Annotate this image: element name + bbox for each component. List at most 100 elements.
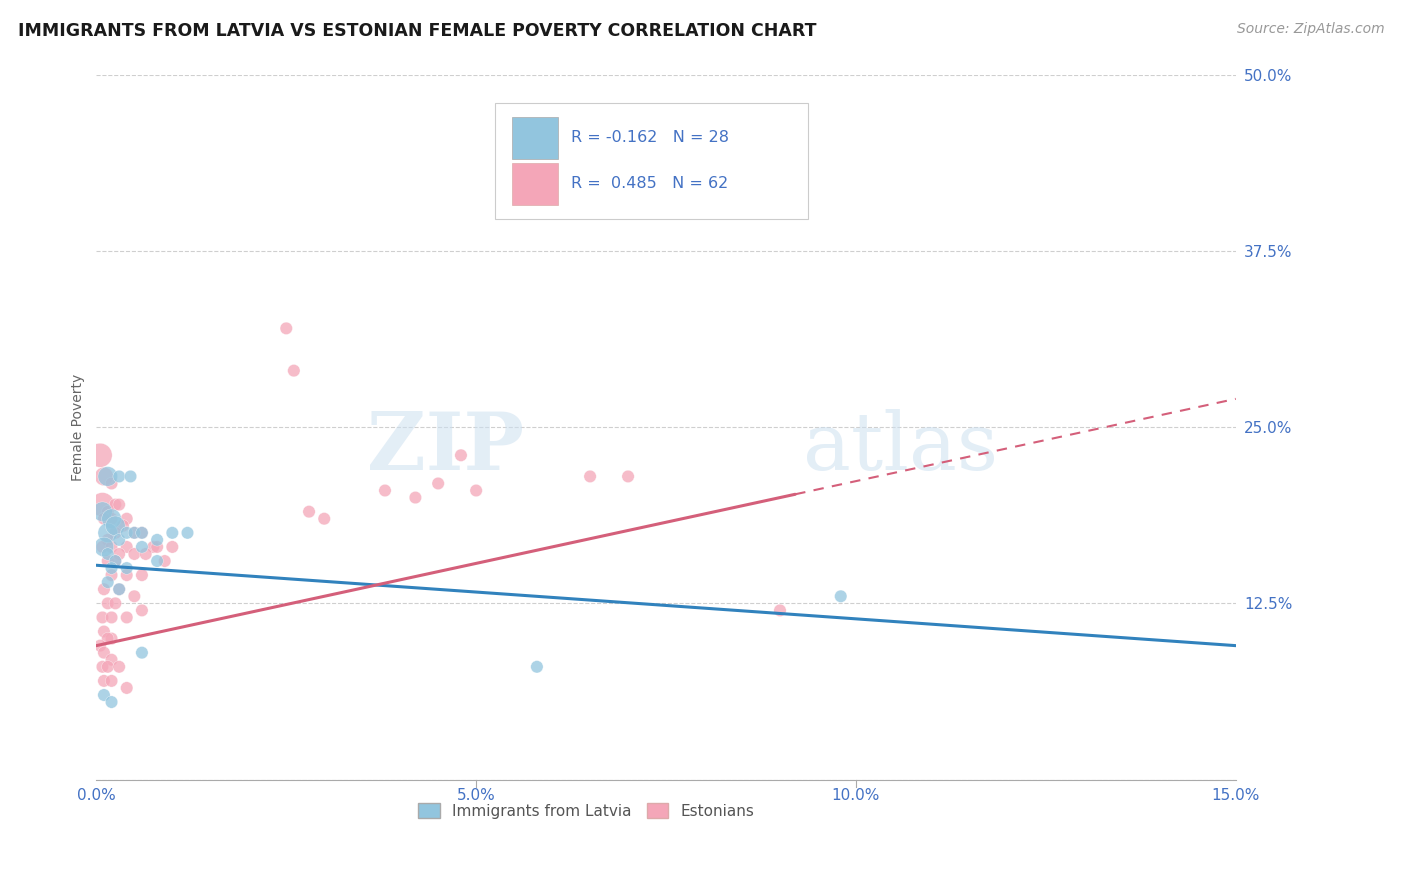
Y-axis label: Female Poverty: Female Poverty [72,374,86,481]
Point [100,540,122,554]
Point [104,525,127,540]
Point [115,525,138,540]
Point [131,603,153,617]
Point [104,554,127,568]
Point [131,525,153,540]
Point [450,448,472,462]
Point [108,660,131,674]
Point [314,512,336,526]
Point [100,476,122,491]
Point [115,540,138,554]
Point [135,547,157,561]
Point [91,540,114,554]
Point [769,603,792,617]
Point [89,639,111,653]
Point [93,540,115,554]
Point [162,525,184,540]
Point [97,533,120,547]
Point [91,505,114,519]
Point [91,498,114,512]
Point [120,469,142,483]
Point [146,540,169,554]
Point [146,554,169,568]
Point [100,632,122,646]
Point [427,476,450,491]
Point [298,505,321,519]
Point [104,596,127,610]
Point [162,540,184,554]
Point [97,547,120,561]
Point [97,525,120,540]
Point [104,498,127,512]
Point [100,512,122,526]
Point [131,646,153,660]
Point [104,554,127,568]
Point [100,673,122,688]
Point [97,632,120,646]
Point [142,540,165,554]
Point [526,660,548,674]
Point [108,533,131,547]
Point [100,610,122,624]
Point [108,469,131,483]
Point [176,525,198,540]
Point [153,554,176,568]
Point [283,364,305,378]
Point [124,525,146,540]
Point [97,596,120,610]
Point [93,582,115,597]
Point [404,491,426,505]
Point [93,469,115,483]
Point [124,547,146,561]
Point [100,653,122,667]
Point [100,568,122,582]
Point [579,469,602,483]
Point [100,512,122,526]
Point [97,575,120,590]
Text: atlas: atlas [803,409,998,487]
Point [93,673,115,688]
Point [111,518,134,533]
Point [131,525,153,540]
Point [97,505,120,519]
Point [115,568,138,582]
Point [104,518,127,533]
Legend: Immigrants from Latvia, Estonians: Immigrants from Latvia, Estonians [412,797,761,825]
Point [93,688,115,702]
Point [108,582,131,597]
Point [91,660,114,674]
Point [97,554,120,568]
Text: R =  0.485   N = 62: R = 0.485 N = 62 [571,177,728,191]
Point [93,512,115,526]
Point [91,610,114,624]
Text: ZIP: ZIP [367,409,523,487]
Point [97,660,120,674]
Bar [512,162,558,205]
Text: IMMIGRANTS FROM LATVIA VS ESTONIAN FEMALE POVERTY CORRELATION CHART: IMMIGRANTS FROM LATVIA VS ESTONIAN FEMAL… [18,22,817,40]
Point [93,624,115,639]
Point [131,568,153,582]
Text: R = -0.162   N = 28: R = -0.162 N = 28 [571,130,730,145]
Point [146,533,169,547]
Point [617,469,640,483]
Bar [512,117,558,159]
Point [374,483,396,498]
Point [276,321,298,335]
Point [100,561,122,575]
Point [93,646,115,660]
Point [89,448,111,462]
Point [131,540,153,554]
Point [115,681,138,695]
Point [115,512,138,526]
Point [108,582,131,597]
Point [100,695,122,709]
Point [108,498,131,512]
Point [97,469,120,483]
Point [115,610,138,624]
Point [115,561,138,575]
Point [124,525,146,540]
Point [465,483,488,498]
Point [124,589,146,603]
Point [108,547,131,561]
Point [830,589,852,603]
